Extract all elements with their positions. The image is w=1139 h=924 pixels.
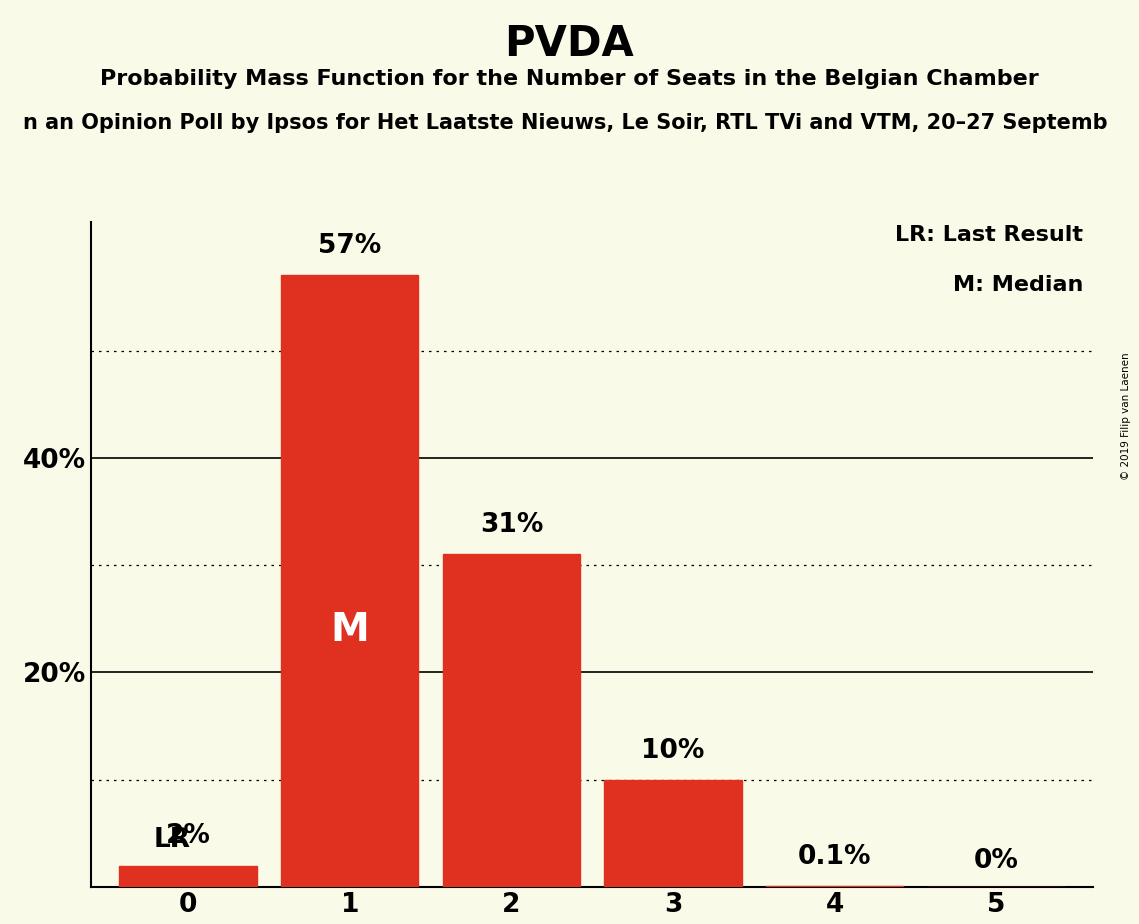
Bar [605, 780, 741, 887]
Bar [281, 275, 418, 887]
Text: n an Opinion Poll by Ipsos for Het Laatste Nieuws, Le Soir, RTL TVi and VTM, 20–: n an Opinion Poll by Ipsos for Het Laats… [23, 113, 1107, 133]
Text: 31%: 31% [480, 512, 543, 539]
Bar [120, 866, 256, 887]
Text: LR: Last Result: LR: Last Result [895, 225, 1083, 245]
Text: PVDA: PVDA [505, 23, 634, 65]
Text: 57%: 57% [318, 234, 382, 260]
Text: 10%: 10% [641, 737, 705, 763]
Text: 2%: 2% [165, 823, 211, 849]
Text: 0.1%: 0.1% [798, 844, 871, 869]
Text: 0%: 0% [974, 848, 1019, 874]
Text: © 2019 Filip van Laenen: © 2019 Filip van Laenen [1121, 352, 1131, 480]
Bar [767, 886, 903, 887]
Text: Probability Mass Function for the Number of Seats in the Belgian Chamber: Probability Mass Function for the Number… [100, 69, 1039, 90]
Text: M: M [330, 611, 369, 650]
Bar [443, 554, 580, 887]
Text: LR: LR [154, 827, 190, 853]
Text: M: Median: M: Median [953, 275, 1083, 295]
